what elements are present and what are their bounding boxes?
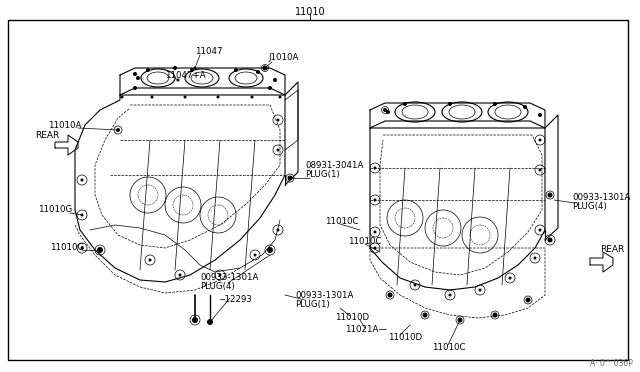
Circle shape [449, 294, 451, 296]
Circle shape [81, 247, 83, 250]
Text: PLUG(1): PLUG(1) [295, 299, 330, 308]
Circle shape [278, 96, 282, 99]
Circle shape [403, 102, 407, 106]
Circle shape [133, 72, 137, 76]
Circle shape [276, 119, 280, 122]
Circle shape [493, 102, 497, 106]
Text: 00933-1301A: 00933-1301A [295, 291, 353, 299]
Circle shape [422, 312, 428, 317]
Text: 11021A—: 11021A— [345, 326, 387, 334]
Circle shape [120, 96, 124, 99]
Text: REAR: REAR [600, 246, 624, 254]
Circle shape [207, 319, 213, 325]
Circle shape [383, 108, 387, 112]
Circle shape [276, 228, 280, 231]
Text: A· 0^ 036P: A· 0^ 036P [590, 359, 633, 369]
Circle shape [458, 317, 463, 323]
Circle shape [193, 67, 196, 70]
Circle shape [509, 276, 511, 279]
Circle shape [386, 110, 390, 114]
Circle shape [150, 96, 154, 99]
Text: 11010G: 11010G [50, 244, 84, 253]
Circle shape [538, 138, 541, 141]
Circle shape [234, 68, 238, 72]
Circle shape [538, 113, 542, 117]
Circle shape [133, 86, 137, 90]
Text: ‒12293: ‒12293 [220, 295, 253, 305]
Circle shape [267, 247, 273, 253]
Circle shape [547, 237, 552, 243]
Circle shape [525, 298, 531, 302]
Text: J1010A: J1010A [268, 54, 298, 62]
Circle shape [192, 317, 198, 323]
Circle shape [413, 283, 417, 286]
Circle shape [250, 96, 253, 99]
Text: 11010G: 11010G [38, 205, 72, 215]
Circle shape [276, 148, 280, 151]
Text: 08931-3041A: 08931-3041A [305, 160, 364, 170]
Circle shape [374, 167, 376, 170]
Circle shape [538, 228, 541, 231]
Circle shape [148, 259, 152, 262]
Text: 11010D: 11010D [335, 314, 369, 323]
Text: REAR: REAR [35, 131, 60, 140]
Circle shape [273, 78, 277, 82]
Circle shape [216, 96, 220, 99]
Circle shape [479, 289, 481, 292]
Circle shape [448, 102, 452, 106]
Text: 11010D: 11010D [388, 334, 422, 343]
Text: 11010C: 11010C [325, 218, 358, 227]
Circle shape [184, 96, 186, 99]
Text: PLUG(1): PLUG(1) [305, 170, 340, 179]
Text: 11047+A: 11047+A [165, 71, 205, 80]
Circle shape [268, 86, 272, 90]
Circle shape [374, 199, 376, 202]
Text: PLUG(4): PLUG(4) [572, 202, 607, 212]
Circle shape [493, 312, 497, 317]
Circle shape [97, 247, 103, 253]
Circle shape [523, 105, 527, 109]
Circle shape [218, 273, 221, 276]
Circle shape [534, 257, 536, 260]
Text: 00933-1301A: 00933-1301A [572, 193, 630, 202]
Circle shape [116, 128, 120, 132]
Circle shape [256, 70, 260, 74]
Circle shape [387, 292, 392, 298]
Circle shape [146, 68, 150, 72]
Circle shape [374, 247, 376, 250]
Circle shape [262, 65, 268, 71]
Circle shape [81, 214, 83, 217]
Text: 11047: 11047 [195, 48, 223, 57]
Circle shape [374, 231, 376, 234]
Circle shape [179, 273, 182, 276]
Circle shape [177, 78, 179, 81]
Text: 00933-1301A: 00933-1301A [200, 273, 259, 282]
Text: 11010A: 11010A [48, 121, 81, 129]
Text: 11010C: 11010C [348, 237, 381, 247]
Text: PLUG(4): PLUG(4) [200, 282, 235, 292]
Text: 11010: 11010 [295, 7, 326, 17]
Circle shape [538, 169, 541, 171]
Circle shape [81, 179, 83, 182]
Circle shape [547, 192, 552, 198]
Circle shape [287, 176, 292, 180]
Circle shape [173, 66, 177, 70]
Circle shape [190, 68, 194, 72]
Circle shape [136, 76, 140, 80]
Circle shape [253, 253, 257, 257]
Text: 11010C: 11010C [432, 343, 465, 353]
